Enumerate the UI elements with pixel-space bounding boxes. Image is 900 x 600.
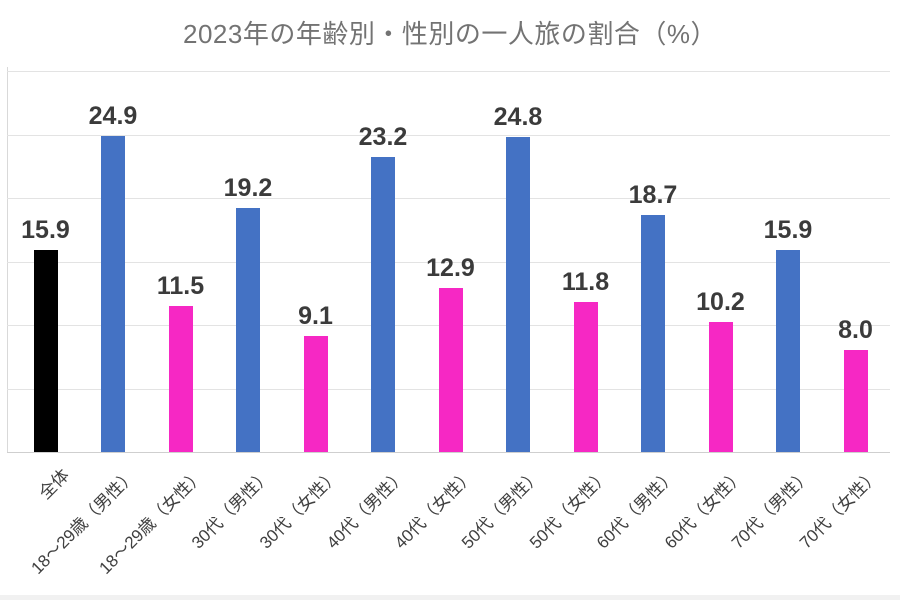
chart-bar (641, 214, 665, 452)
chart-bar (33, 250, 58, 452)
bar-value-label: 8.0 (838, 316, 873, 345)
gridline (7, 198, 890, 199)
chart-bar (776, 250, 800, 452)
bar-value-label: 19.2 (223, 174, 273, 203)
bar-value-label: 10.2 (696, 288, 745, 317)
bar-value-label: 12.9 (426, 254, 475, 283)
chart-bar (573, 302, 598, 452)
chart-title: 2023年の年齢別・性別の一人旅の割合（%） (183, 19, 717, 49)
chart-bar (708, 322, 733, 452)
chart-bar (438, 288, 463, 452)
bar-value-label: 15.9 (763, 216, 813, 245)
bottom-edge-strip (0, 595, 900, 600)
bar-value-label: 15.9 (21, 216, 70, 245)
gridline (7, 134, 890, 136)
gridline (7, 71, 890, 72)
chart-bar (843, 350, 868, 452)
bar-value-label: 11.8 (561, 268, 610, 297)
bar-value-label: 18.7 (628, 180, 678, 209)
bar-value-label: 24.8 (493, 103, 543, 132)
chart-bar (101, 135, 125, 452)
y-axis-line (7, 67, 8, 452)
chart-bar (371, 157, 395, 452)
bar-value-label: 9.1 (298, 302, 333, 331)
gridline (7, 452, 890, 453)
gridline (7, 261, 890, 263)
bar-value-label: 11.5 (156, 271, 205, 300)
x-axis-category-label: 全体 (34, 465, 73, 504)
chart-bar (303, 336, 328, 452)
bar-value-label: 23.2 (358, 123, 408, 152)
chart-bar (506, 137, 530, 452)
chart-bar (236, 208, 260, 452)
plot-area: 15.9 24.9 11.5 19.2 9.1 23.2 12.9 24.8 11.8 18.7 1… (7, 67, 890, 453)
bar-value-label: 24.9 (88, 101, 138, 130)
chart-bar (168, 305, 193, 452)
